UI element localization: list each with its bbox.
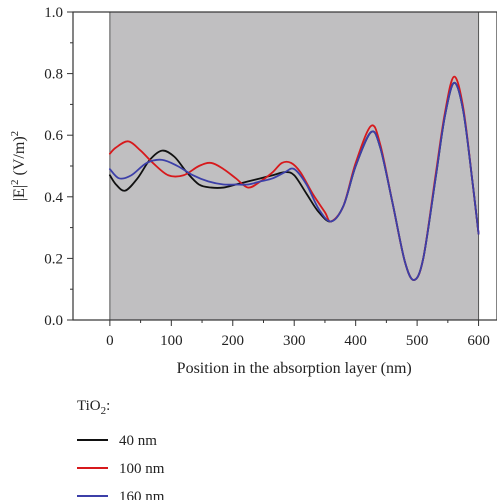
legend-label: 100 nm	[119, 461, 165, 477]
y-tick-label: 0.4	[44, 190, 63, 206]
x-tick-label: 500	[406, 333, 429, 349]
legend-title-suffix: :	[106, 398, 110, 414]
series-line-160-nm	[108, 81, 480, 281]
x-tick-label: 600	[467, 333, 490, 349]
legend-label: 40 nm	[119, 433, 157, 449]
y-tick-label: 0.0	[44, 313, 63, 329]
legend-title-base: TiO	[77, 398, 101, 414]
series-layer	[108, 75, 480, 281]
y-axis: 0.0 0.2 0.4 0.6 0.8 1.0	[44, 5, 73, 329]
legend: TiO2: 40 nm 100 nm 160 nm	[77, 398, 165, 500]
x-axis-title: Position in the absorption layer (nm)	[177, 360, 412, 377]
legend-label: 160 nm	[119, 489, 165, 500]
y-tick-label: 0.2	[44, 251, 63, 267]
y-axis-title-sup2: 2	[9, 131, 21, 137]
x-tick-label: 200	[222, 333, 245, 349]
legend-title-sub: 2	[101, 405, 107, 417]
x-tick-label: 0	[106, 333, 114, 349]
x-tick-label: 300	[283, 333, 306, 349]
legend-title: TiO2:	[77, 398, 110, 417]
x-axis: 0 100 200 300 400 500 600	[106, 320, 490, 349]
y-tick-label: 0.6	[44, 128, 63, 144]
y-axis-title-sup1: 2	[9, 179, 21, 185]
y-tick-label: 0.8	[44, 67, 63, 83]
y-axis-title-base: |E|	[11, 185, 28, 201]
x-tick-label: 100	[160, 333, 183, 349]
y-axis-title: |E|2 (V/m)2	[9, 131, 28, 201]
x-tick-label: 400	[344, 333, 367, 349]
y-axis-title-unit: (V/m)	[11, 136, 28, 179]
legend-items: 40 nm 100 nm 160 nm	[77, 433, 165, 500]
y-tick-label: 1.0	[44, 5, 63, 21]
